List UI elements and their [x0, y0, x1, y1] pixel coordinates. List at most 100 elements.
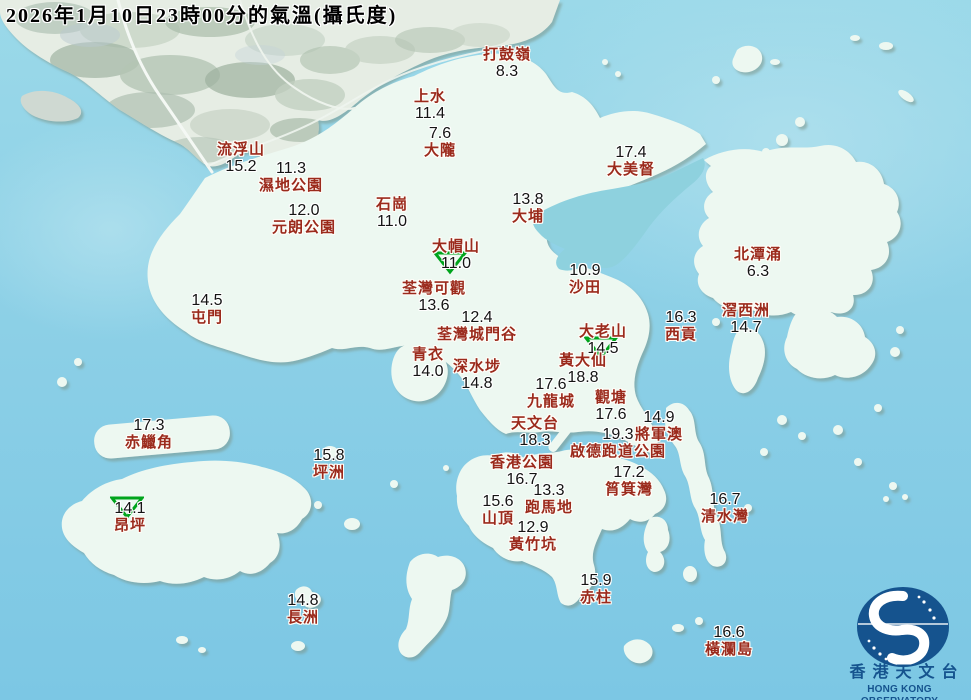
station-temperature-value: 15.6: [482, 493, 514, 510]
shenzhen-texture: [15, 2, 510, 163]
station-temperature-value: 11.4: [415, 105, 445, 122]
station-name: 大隴: [423, 143, 457, 159]
station-temperature-value: 17.4: [615, 144, 647, 161]
station-name: 大帽山: [431, 239, 481, 255]
small-islands: [57, 35, 914, 664]
clear-water-bay-peninsula: [665, 402, 727, 567]
station-九龍城: 17.6 九龍城: [527, 377, 575, 411]
station-temperature-value: 15.9: [580, 572, 612, 589]
airport-island: [94, 415, 230, 459]
station-name: 筲箕灣: [604, 482, 654, 498]
station-name: 九龍城: [526, 394, 576, 410]
station-temperature-value: 13.3: [533, 482, 565, 499]
station-temperature-value: 14.7: [730, 319, 762, 336]
station-大隴: 7.6 大隴: [424, 126, 456, 160]
station-temperature-value: 6.3: [746, 263, 770, 280]
station-name: 赤鱲角: [124, 435, 174, 451]
station-temperature-value: 15.2: [225, 158, 257, 175]
station-name: 屯門: [190, 310, 224, 326]
station-荃灣城門谷: 12.4 荃灣城門谷: [437, 310, 517, 344]
ma-wan-island: [339, 329, 349, 339]
station-name: 北潭涌: [733, 247, 783, 263]
hill-station-marker-icon: [431, 251, 469, 280]
station-temperature-value: 12.0: [288, 202, 320, 219]
station-石崗: 石崗 11.0: [376, 196, 408, 230]
station-temperature-value: 11.0: [441, 255, 471, 272]
station-赤柱: 15.9 赤柱: [580, 573, 612, 607]
station-temperature-value: 11.3: [276, 160, 306, 177]
station-坪洲: 15.8 坪洲: [313, 448, 345, 482]
station-大帽山: 大帽山 11.0: [432, 238, 480, 272]
station-temperature-value: 13.6: [418, 297, 450, 314]
station-長洲: 14.8 長洲: [287, 593, 319, 627]
station-北潭涌: 北潭涌 6.3: [734, 246, 782, 280]
station-temperature-value: 13.8: [512, 191, 544, 208]
new-territories-landmass: [147, 53, 706, 455]
tsing-yi-island: [391, 342, 448, 402]
station-temperature-value: 16.6: [713, 624, 745, 641]
station-元朗公園: 12.0 元朗公園: [272, 203, 336, 237]
station-name: 元朗公園: [271, 220, 337, 236]
station-temperature-value: 11.0: [377, 213, 407, 230]
station-name: 打鼓嶺: [482, 47, 532, 63]
station-temperature-value: 14.0: [412, 363, 444, 380]
station-黃竹坑: 12.9 黃竹坑: [509, 520, 557, 554]
station-name: 深水埗: [452, 359, 502, 375]
station-temperature-value: 16.7: [709, 491, 741, 508]
station-temperature-value: 12.4: [461, 309, 493, 326]
station-temperature-value: 10.9: [569, 262, 601, 279]
lantau-island: [61, 460, 312, 584]
station-name: 石崗: [375, 197, 409, 213]
station-temperature-value: 17.3: [133, 417, 165, 434]
map-title: 2026年1月10日23時00分的氣溫(攝氏度): [6, 5, 398, 27]
lamma-island: [398, 553, 466, 658]
station-temperature-value: 14.8: [461, 375, 493, 392]
station-temperature-value: 19.3: [602, 426, 634, 443]
station-name: 天文台: [510, 416, 560, 432]
station-青衣: 青衣 14.0: [412, 346, 444, 380]
station-temperature-value: 17.2: [613, 464, 645, 481]
station-name: 青衣: [411, 347, 445, 363]
station-temperature-value: 8.3: [495, 63, 519, 80]
station-濕地公園: 11.3 濕地公園: [259, 161, 323, 195]
station-清水灣: 16.7 清水灣: [701, 492, 749, 526]
station-name: 香港公園: [489, 455, 555, 471]
station-上水: 上水 11.4: [414, 88, 446, 122]
station-大老山: 大老山 14.5: [579, 323, 627, 357]
station-深水埗: 深水埗 14.8: [453, 358, 501, 392]
observatory-logo-name-cn: 香港天文台: [849, 664, 965, 681]
observatory-logo: [857, 587, 949, 667]
station-name: 大老山: [578, 324, 628, 340]
station-temperature-value: 14.8: [287, 592, 319, 609]
station-name: 荃灣可觀: [401, 281, 467, 297]
station-name: 昂坪: [113, 518, 147, 534]
station-香港公園: 香港公園 16.7: [490, 454, 554, 488]
station-name: 黃竹坑: [508, 537, 558, 553]
station-將軍澳: 14.9 將軍澳: [635, 410, 683, 444]
station-name: 赤柱: [579, 590, 613, 606]
station-大埔: 13.8 大埔: [512, 192, 544, 226]
station-西貢: 16.3 西貢: [665, 310, 697, 344]
station-流浮山: 流浮山 15.2: [217, 141, 265, 175]
station-name: 長洲: [286, 610, 320, 626]
station-赤鱲角: 17.3 赤鱲角: [125, 418, 173, 452]
station-temperature-value: 7.6: [428, 125, 452, 142]
station-滘西洲: 滘西洲 14.7: [722, 302, 770, 336]
hill-station-marker-icon: [582, 336, 620, 365]
station-temperature-value: 16.7: [506, 471, 538, 488]
station-temperature-value: 15.8: [313, 447, 345, 464]
station-temperature-value: 12.9: [517, 519, 549, 536]
station-跑馬地: 13.3 跑馬地: [525, 483, 573, 517]
kai-tak-runway: [548, 425, 571, 452]
station-啟德跑道公園: 19.3 啟德跑道公園: [570, 427, 666, 461]
station-橫瀾島: 16.6 橫瀾島: [705, 625, 753, 659]
station-temperature-value: 16.3: [665, 309, 697, 326]
station-昂坪: 14.1 昂坪: [114, 501, 146, 535]
station-荃灣可觀: 荃灣可觀 13.6: [402, 280, 466, 314]
station-name: 西貢: [664, 327, 698, 343]
station-name: 大埔: [511, 209, 545, 225]
tolo-harbour: [532, 158, 705, 271]
station-屯門: 14.5 屯門: [191, 293, 223, 327]
station-天文台: 天文台 18.3: [511, 415, 559, 449]
